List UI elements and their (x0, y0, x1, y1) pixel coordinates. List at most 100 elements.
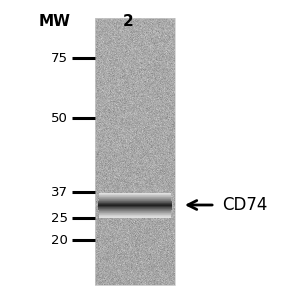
Bar (95, 85, 175, 90)
Bar (98, 208, 172, 209)
Bar (98, 204, 172, 205)
Bar (99, 196, 171, 197)
Bar (99, 198, 171, 199)
Bar (95, 138, 175, 143)
Bar (95, 214, 175, 219)
Text: 2: 2 (123, 14, 134, 29)
Text: 75: 75 (51, 52, 68, 64)
Bar (95, 89, 175, 94)
Bar (99, 194, 171, 195)
Bar (99, 216, 171, 217)
Bar (99, 212, 171, 213)
Bar (98, 208, 172, 209)
Bar (95, 32, 175, 36)
Bar (99, 197, 171, 198)
Bar (95, 107, 175, 112)
Bar (95, 111, 175, 116)
Bar (95, 94, 175, 99)
Bar (95, 18, 175, 23)
Bar (99, 214, 171, 215)
Bar (99, 194, 171, 195)
Bar (95, 245, 175, 250)
Bar (95, 249, 175, 254)
Bar (99, 211, 171, 212)
Bar (95, 49, 175, 54)
Bar (95, 125, 175, 130)
Bar (99, 214, 171, 215)
Bar (98, 207, 172, 208)
Text: MW: MW (39, 14, 71, 29)
Bar (98, 207, 172, 208)
Bar (95, 45, 175, 50)
Bar (95, 76, 175, 81)
Bar (95, 263, 175, 268)
Bar (95, 258, 175, 263)
Bar (95, 192, 175, 197)
Bar (98, 202, 172, 203)
Bar (95, 205, 175, 210)
Bar (95, 218, 175, 223)
Bar (98, 204, 172, 205)
Bar (99, 199, 171, 200)
Text: 50: 50 (51, 112, 68, 124)
Bar (99, 215, 171, 216)
Bar (95, 223, 175, 228)
Bar (95, 54, 175, 58)
Text: 20: 20 (51, 233, 68, 247)
Bar (95, 120, 175, 125)
Bar (99, 200, 171, 201)
Bar (95, 183, 175, 188)
Bar (98, 207, 172, 208)
Bar (95, 142, 175, 148)
Bar (95, 156, 175, 161)
Bar (98, 202, 172, 203)
Bar (95, 152, 175, 157)
Bar (95, 236, 175, 241)
Bar (98, 201, 172, 202)
Bar (99, 213, 171, 214)
Bar (95, 232, 175, 237)
Text: 25: 25 (51, 212, 68, 224)
Bar (98, 202, 172, 203)
Bar (99, 197, 171, 198)
Text: CD74: CD74 (222, 196, 267, 214)
Bar (95, 178, 175, 183)
Bar (95, 165, 175, 170)
Bar (99, 212, 171, 213)
Bar (98, 203, 172, 204)
Bar (95, 80, 175, 85)
Bar (95, 200, 175, 206)
Bar (98, 208, 172, 209)
Bar (99, 195, 171, 196)
Bar (98, 201, 172, 202)
Bar (99, 213, 171, 214)
Bar (99, 195, 171, 196)
Bar (95, 22, 175, 27)
Bar (95, 276, 175, 281)
Bar (95, 227, 175, 232)
Bar (99, 213, 171, 214)
Bar (99, 200, 171, 201)
Bar (95, 147, 175, 152)
Bar (98, 209, 172, 210)
Bar (99, 196, 171, 197)
Bar (95, 280, 175, 286)
Bar (95, 27, 175, 32)
Bar (95, 272, 175, 277)
Bar (95, 134, 175, 139)
Bar (95, 40, 175, 45)
Bar (95, 169, 175, 174)
Bar (99, 196, 171, 197)
Bar (99, 211, 171, 212)
Text: 37: 37 (51, 185, 68, 199)
Bar (99, 216, 171, 217)
Bar (98, 206, 172, 207)
Bar (95, 116, 175, 121)
Bar (99, 214, 171, 215)
Bar (95, 187, 175, 192)
Bar (95, 129, 175, 134)
Bar (95, 18, 175, 285)
Bar (99, 195, 171, 196)
Bar (98, 205, 172, 206)
Bar (95, 160, 175, 165)
